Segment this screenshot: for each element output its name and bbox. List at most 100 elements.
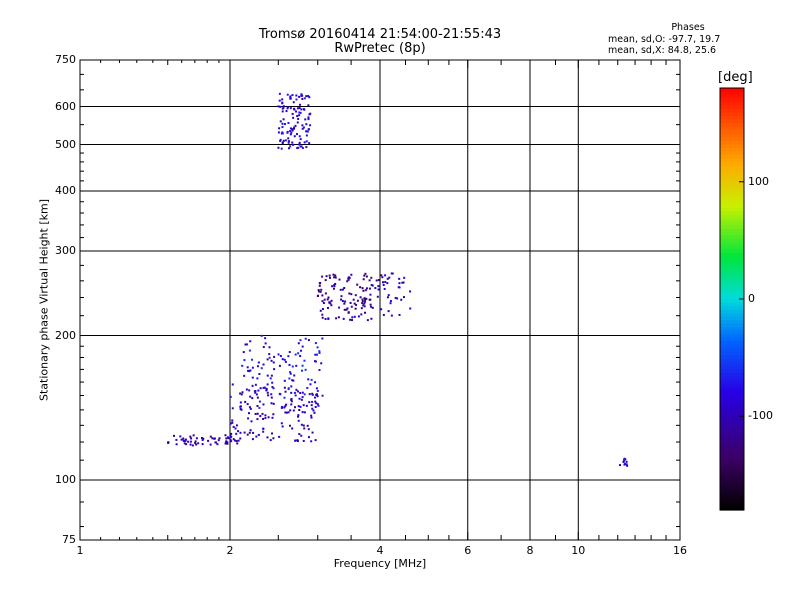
data-point	[382, 283, 385, 286]
data-point	[301, 369, 304, 372]
data-point	[217, 439, 220, 442]
data-point	[310, 404, 313, 407]
data-point	[310, 378, 313, 381]
data-point	[364, 289, 367, 292]
data-point	[254, 412, 257, 415]
data-point	[258, 400, 261, 403]
colorbar-band	[720, 204, 744, 209]
colorbar-band	[720, 450, 744, 455]
data-point	[289, 127, 292, 130]
data-point	[321, 316, 324, 319]
data-point	[341, 300, 344, 303]
colorbar-band	[720, 425, 744, 430]
colorbar-band	[720, 467, 744, 472]
colorbar-band	[720, 457, 744, 462]
data-point	[251, 366, 254, 369]
data-point	[375, 279, 378, 282]
data-point	[316, 389, 319, 392]
data-point	[269, 439, 272, 442]
data-point	[254, 391, 257, 394]
data-point	[364, 298, 367, 301]
x-tick-label: 8	[526, 544, 534, 557]
data-point	[299, 339, 302, 342]
data-point	[296, 121, 299, 124]
data-point	[291, 128, 294, 131]
data-point	[283, 386, 286, 389]
data-point	[281, 102, 284, 105]
colorbar-band	[720, 446, 744, 451]
data-point	[266, 436, 269, 439]
data-point	[287, 141, 290, 144]
data-point	[329, 302, 332, 305]
data-point	[271, 386, 274, 389]
data-point	[279, 393, 282, 396]
colorbar-band	[720, 175, 744, 181]
data-point	[262, 427, 265, 430]
data-point	[298, 135, 301, 138]
data-point	[246, 403, 249, 406]
data-point	[300, 93, 303, 96]
data-point	[284, 139, 287, 142]
colorbar-band	[720, 502, 744, 508]
data-point	[304, 118, 307, 121]
data-point	[360, 307, 363, 310]
data-point	[298, 111, 301, 114]
data-point	[319, 281, 322, 284]
colorbar-band	[720, 429, 744, 434]
data-point	[333, 284, 336, 287]
colorbar-band	[720, 390, 744, 395]
data-point	[264, 337, 267, 340]
y-tick-label: 200	[55, 328, 76, 342]
data-point	[258, 406, 261, 409]
data-point	[282, 105, 285, 108]
data-point	[362, 278, 365, 281]
colorbar-band	[720, 400, 744, 406]
data-point	[330, 304, 333, 307]
data-point	[180, 438, 183, 441]
data-point	[369, 303, 372, 306]
data-point	[363, 274, 366, 277]
colorbar-band	[720, 140, 744, 145]
data-point	[384, 274, 387, 277]
data-point	[308, 113, 311, 116]
scatter-points	[167, 92, 629, 467]
data-point	[277, 146, 280, 149]
colorbar-band	[720, 242, 744, 247]
data-point	[209, 435, 212, 438]
data-point	[355, 303, 358, 306]
data-point	[256, 418, 259, 421]
data-point	[321, 394, 324, 397]
data-point	[299, 405, 302, 408]
data-point	[333, 276, 336, 279]
data-point	[340, 295, 343, 298]
data-point	[297, 405, 300, 408]
data-point	[237, 430, 240, 433]
data-point	[307, 95, 310, 98]
data-point	[295, 110, 298, 113]
colorbar-band	[720, 302, 744, 307]
colorbar-band	[720, 197, 744, 202]
data-point	[314, 439, 317, 442]
x-tick-label: 16	[673, 544, 687, 557]
data-point	[283, 358, 286, 361]
data-point	[623, 463, 626, 466]
data-point	[234, 427, 237, 430]
data-point	[270, 374, 273, 377]
data-point	[354, 294, 357, 297]
data-point	[343, 286, 346, 289]
data-point	[389, 300, 392, 303]
data-point	[384, 280, 387, 283]
colorbar-band	[720, 161, 744, 166]
data-point	[311, 431, 314, 434]
data-point	[256, 396, 259, 399]
data-point	[371, 306, 374, 309]
data-point	[326, 306, 329, 309]
data-point	[237, 439, 240, 442]
colorbar-band	[720, 260, 744, 265]
data-point	[283, 406, 286, 409]
data-point	[308, 393, 311, 396]
data-point	[294, 439, 297, 442]
phases-header: Phases	[671, 22, 705, 33]
data-point	[302, 126, 305, 129]
colorbar-band	[720, 481, 744, 486]
